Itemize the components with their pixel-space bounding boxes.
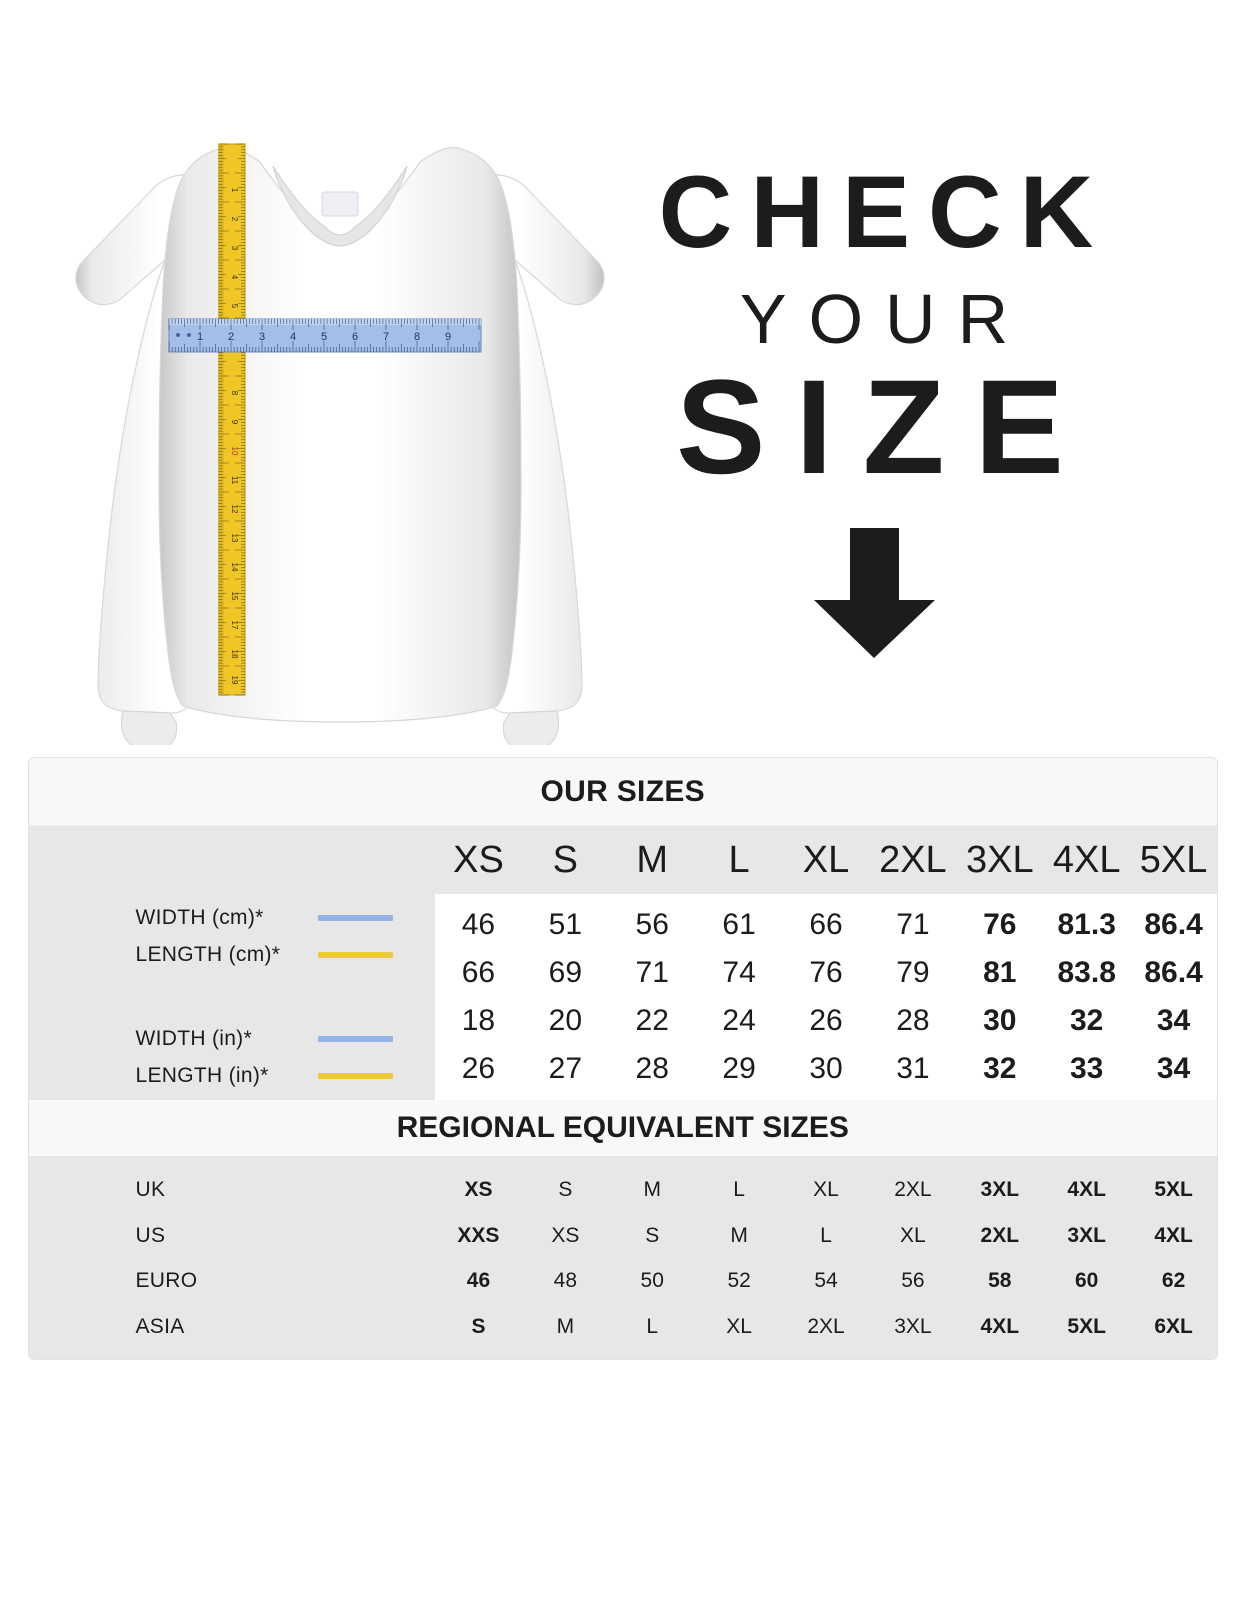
svg-text:5: 5 (321, 331, 327, 343)
svg-text:9: 9 (230, 420, 239, 425)
svg-text:12: 12 (230, 505, 239, 514)
svg-text:1: 1 (197, 331, 203, 343)
svg-text:5: 5 (230, 304, 239, 309)
svg-text:4: 4 (290, 331, 296, 343)
svg-text:11: 11 (230, 476, 239, 485)
svg-text:9: 9 (445, 331, 451, 343)
svg-text:10: 10 (230, 447, 239, 456)
svg-text:1: 1 (230, 188, 239, 193)
svg-text:4: 4 (230, 275, 239, 280)
svg-text:3: 3 (259, 331, 265, 343)
svg-text:17: 17 (230, 621, 239, 630)
svg-text:13: 13 (230, 534, 239, 543)
svg-text:8: 8 (230, 391, 239, 396)
svg-text:2: 2 (230, 217, 239, 222)
svg-text:8: 8 (414, 331, 420, 343)
svg-text:19: 19 (230, 676, 239, 685)
svg-text:7: 7 (383, 331, 389, 343)
svg-text:6: 6 (352, 331, 358, 343)
svg-text:14: 14 (230, 563, 239, 572)
svg-text:15: 15 (230, 592, 239, 601)
svg-text:18: 18 (230, 650, 239, 659)
svg-text:2: 2 (228, 331, 234, 343)
svg-text:3: 3 (230, 246, 239, 251)
